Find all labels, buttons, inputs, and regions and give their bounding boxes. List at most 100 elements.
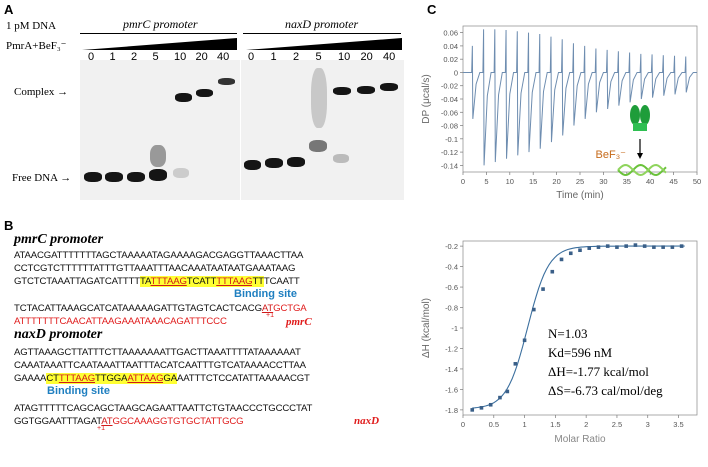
- start-codon: AT: [101, 416, 113, 427]
- lane-label: 0: [88, 51, 95, 63]
- x-tick-label: 35: [623, 177, 631, 186]
- gel-naxd: [241, 60, 404, 200]
- seq-highlight: CT: [46, 373, 59, 384]
- data-point: [532, 307, 536, 312]
- panel-label-a: A: [4, 2, 14, 17]
- seq-binding-motif: TTTAAG: [216, 276, 253, 287]
- data-point: [679, 244, 684, 248]
- x-tick-label: 5: [484, 177, 488, 186]
- pmrc-gene-tag: pmrC: [286, 316, 312, 328]
- naxd-header-line: [243, 33, 401, 34]
- naxd-wedge: [246, 38, 402, 50]
- seq-highlight: TA: [140, 276, 151, 287]
- free-dna-arrow: →: [60, 172, 72, 184]
- y-tick-label: -0.08: [441, 122, 458, 131]
- itc-raw-chart: 0.06 0.04 0.02 0 -0.02 -0.04 -0.06 -0.08 -0.1 -0.…: [421, 25, 701, 201]
- y-tick-label: -0.06: [441, 108, 458, 117]
- y-tick-label: -0.1: [445, 135, 458, 144]
- seq-segment: GTCTCTAAATTAGATCATTTT: [14, 276, 140, 287]
- concentration-wedges: [82, 38, 402, 50]
- naxd-seq-line-3: GAAAACTTTTAAGTTGGAATTAAGGAAATTTCTCCATATT…: [14, 372, 310, 385]
- y-tick-label: -1.8: [445, 406, 458, 415]
- x-tick-label: 0: [461, 177, 465, 186]
- data-point: [513, 362, 518, 366]
- data-point: [470, 408, 475, 412]
- data-point: [661, 245, 665, 249]
- data-point: [670, 245, 675, 249]
- fit-parameter: ΔS=-6.73 cal/mol/deg: [548, 383, 663, 398]
- y-tick-label: -0.14: [441, 161, 458, 170]
- panel-label-b: B: [4, 218, 14, 233]
- band-complex: [357, 86, 375, 94]
- pmrc-header-line: [80, 33, 237, 34]
- x-axis-label: Time (min): [556, 190, 603, 201]
- naxd-seq-line-5: GGTGGAATTTAGATATGGCAAAGGTGTGCTATTGCG: [14, 415, 244, 428]
- band-free: [287, 157, 305, 167]
- x-tick-label: 30: [599, 177, 607, 186]
- dna-concentration-label: 1 pM DNA: [6, 20, 57, 32]
- data-point: [568, 251, 573, 256]
- band-free: [149, 169, 167, 181]
- y-tick-label: -1.4: [445, 365, 458, 374]
- band-partial: [309, 140, 327, 152]
- seq-highlight: GA: [163, 373, 177, 384]
- pmrc-seq-line-4: TCTACATTAAAGCATCATAAAAAGATTGTAGTCACTCACG…: [14, 302, 307, 315]
- data-point: [559, 257, 564, 262]
- smear: [173, 168, 189, 178]
- data-point: [642, 244, 647, 248]
- band-complex: [218, 78, 235, 85]
- y-tick-label: 0.06: [443, 29, 458, 38]
- y-tick-label: -0.02: [441, 82, 458, 91]
- lane-label: 5: [152, 51, 159, 63]
- pmra-label: PmrA+BeF₃⁻: [6, 40, 67, 52]
- y-tick-label: -0.8: [445, 304, 458, 313]
- dna-helix-icon: [617, 164, 667, 177]
- pmrc-seq-line-5: ATTTTTTTCAACATTAAGAAATAAACAGATTTCCC: [14, 316, 227, 327]
- y-tick-label: -0.04: [441, 95, 458, 104]
- lane-label: 2: [293, 51, 300, 63]
- seq-highlight: TT: [252, 276, 264, 287]
- y-tick-label: -1.2: [445, 344, 458, 353]
- x-tick-label: 25: [576, 177, 584, 186]
- complex-label: Complex →: [14, 86, 68, 98]
- y-tick-label: 0: [454, 68, 458, 77]
- lane-label: 1: [109, 51, 116, 63]
- naxd-sequence-title: naxD promoter: [14, 327, 102, 343]
- x-axis-label: Molar Ratio: [554, 434, 606, 445]
- naxd-seq-line-2: CAAATAAATTCAATAAATTAATTTACATCAATTTGTCATA…: [14, 360, 306, 371]
- naxd-seq-line-4: ATAGTTTTTCAGCAGCTAAGCAGAATTAATTCTGTAACCC…: [14, 403, 313, 414]
- pmrc-sequence-title: pmrC promoter: [14, 232, 103, 248]
- x-tick-label: 3.5: [673, 420, 683, 429]
- seq-highlight: TTGGA: [95, 373, 128, 384]
- y-tick-label: -0.6: [445, 283, 458, 292]
- pmrc-seq-line-2: CCTCGTCTTTTTTATTTGTTAAATTTAACAAATAATAATG…: [14, 263, 296, 274]
- x-tick-label: 0.5: [489, 420, 499, 429]
- y-tick-label: 0.04: [443, 42, 458, 51]
- pmrc-promoter-text: pmrC promoter: [123, 17, 198, 31]
- data-point: [587, 246, 592, 250]
- fit-parameter: ΔH=-1.77 kcal/mol: [548, 364, 649, 379]
- data-point: [605, 244, 610, 248]
- itc-trace: [463, 29, 697, 166]
- y-tick-label: -1: [451, 324, 458, 333]
- seq-segment: GAAAA: [14, 373, 47, 384]
- data-point: [615, 245, 619, 249]
- coding-seq: GCTGA: [273, 303, 307, 314]
- x-tick-label: 0: [461, 420, 465, 429]
- arrow-head: [637, 153, 643, 159]
- data-point: [550, 269, 555, 274]
- band-free: [244, 160, 261, 170]
- data-point: [522, 338, 527, 343]
- band-complex: [380, 83, 398, 91]
- seq-segment: GGTGGAATTTAGAT: [14, 416, 102, 427]
- seq-highlight: TCATT: [186, 276, 217, 287]
- bef3-label: BeF₃⁻: [596, 149, 627, 161]
- complex-arrow: →: [57, 86, 69, 98]
- complex-text: Complex: [14, 86, 55, 98]
- x-tick-label: 40: [646, 177, 654, 186]
- data-point: [578, 248, 582, 253]
- naxd-plus1: +1: [97, 425, 105, 432]
- naxd-promoter-header: naxD promoter: [285, 17, 358, 32]
- seq-binding-motif: ATTAAG: [127, 373, 164, 384]
- y-tick-label: -0.4: [445, 263, 458, 272]
